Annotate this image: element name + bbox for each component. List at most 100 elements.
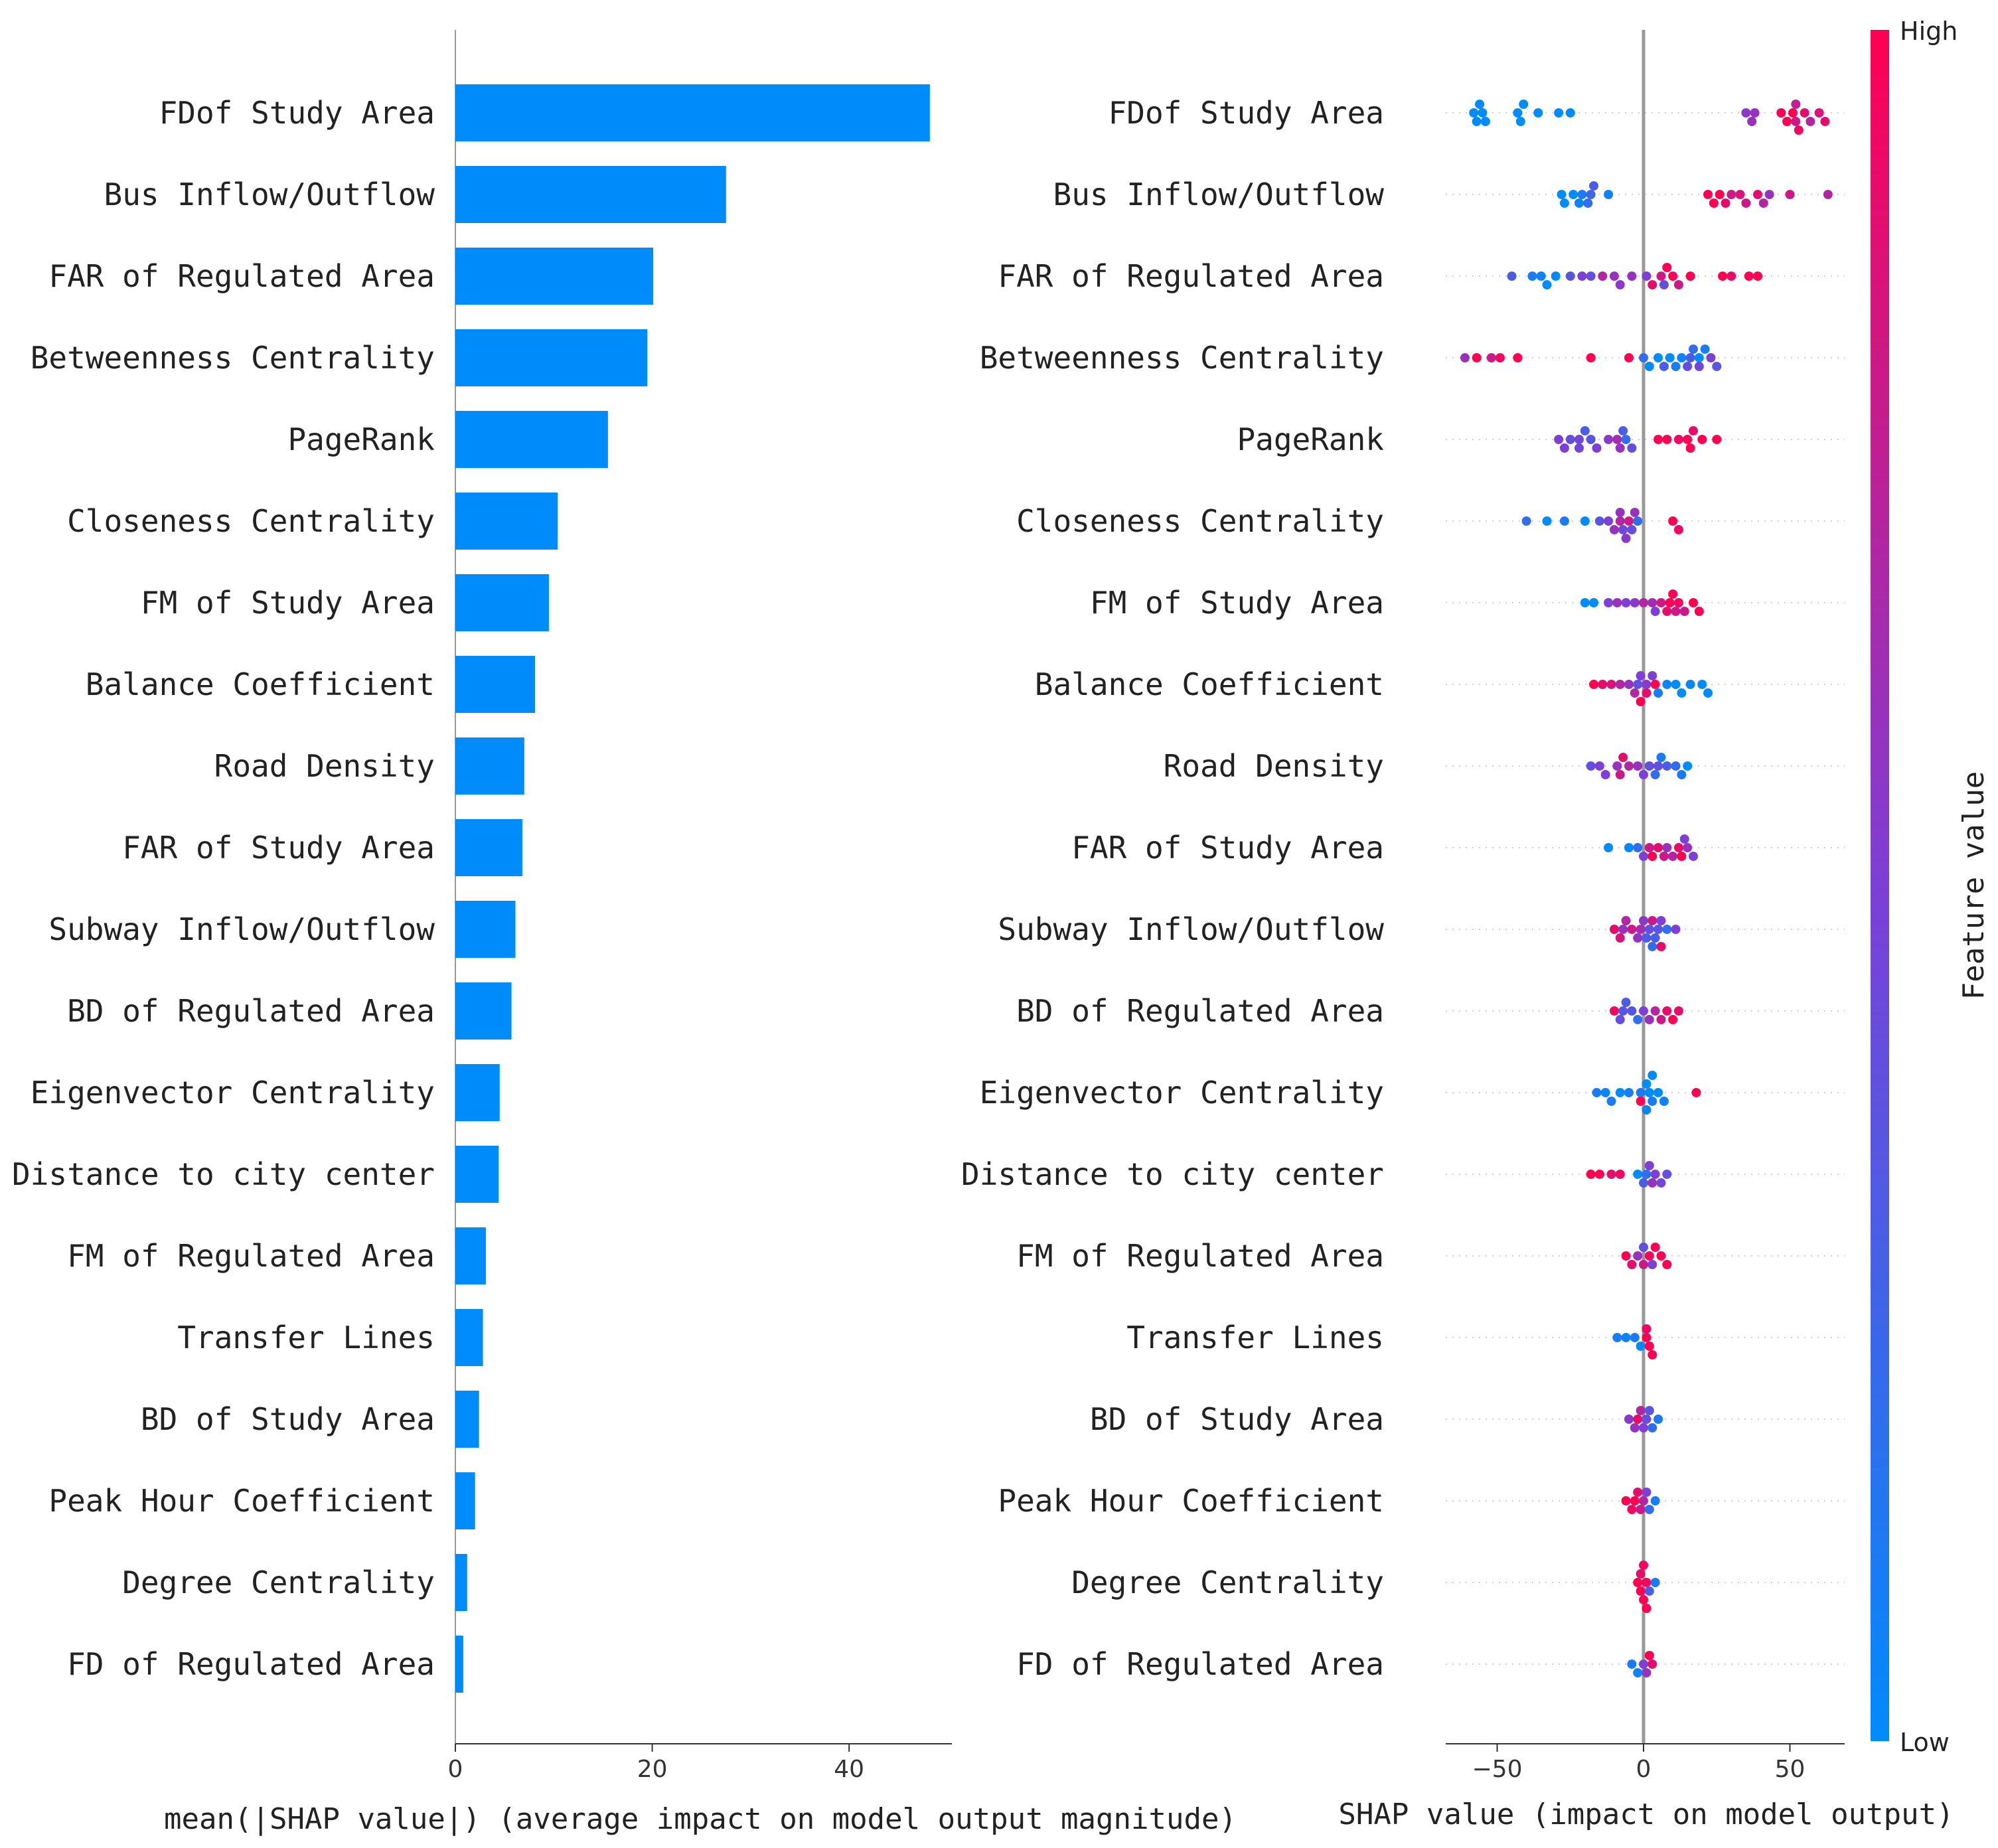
beeswarm-point (1673, 598, 1683, 607)
beeswarm-point (1609, 1006, 1619, 1016)
beeswarm-point (1648, 942, 1657, 951)
bar-category-label: Transfer Lines (177, 1320, 435, 1355)
beeswarm-point (1673, 1006, 1683, 1016)
beeswarm-point (1627, 525, 1637, 534)
beeswarm-point (1706, 353, 1716, 362)
beeswarm-point (1565, 271, 1575, 281)
beeswarm-point (1683, 761, 1693, 771)
beeswarm-point (1656, 598, 1666, 607)
beeswarm-point (1671, 761, 1681, 771)
beeswarm-point (1633, 1015, 1643, 1024)
beeswarm-point (1644, 1015, 1654, 1024)
beeswarm-point (1735, 190, 1745, 199)
beeswarm-point (1642, 1170, 1652, 1179)
beeswarm-point (1621, 1251, 1631, 1261)
bar (455, 1391, 479, 1448)
beeswarm-point (1688, 598, 1698, 607)
beeswarm-point (1715, 190, 1725, 199)
bar (455, 166, 726, 223)
bar (455, 656, 536, 713)
beeswarm-point (1648, 280, 1657, 289)
beeswarm-point (1677, 770, 1687, 779)
beeswarm-point (1639, 1178, 1648, 1188)
bar-category-label: Road Density (214, 748, 435, 784)
beeswarm-x-tick-label: 50 (1775, 1756, 1806, 1783)
beeswarm-point (1624, 1088, 1634, 1097)
beeswarm-point (1624, 516, 1634, 526)
bar-x-tick-label: 40 (834, 1756, 864, 1783)
beeswarm-point (1636, 1342, 1646, 1351)
beeswarm-point (1615, 280, 1625, 289)
beeswarm-point (1741, 108, 1751, 117)
beeswarm-point (1586, 435, 1596, 444)
beeswarm-category-label: Peak Hour Coefficient (998, 1483, 1384, 1519)
beeswarm-point (1460, 353, 1470, 362)
beeswarm-point (1606, 680, 1616, 689)
beeswarm-point (1644, 1505, 1654, 1514)
bar-category-label: BD of Study Area (141, 1401, 435, 1437)
beeswarm-point (1642, 1668, 1652, 1677)
beeswarm-point (1659, 1097, 1669, 1106)
beeswarm-point (1752, 190, 1762, 199)
beeswarm-point (1653, 1415, 1663, 1424)
beeswarm-point (1648, 1071, 1657, 1080)
beeswarm-point (1644, 1406, 1654, 1415)
beeswarm-point (1594, 761, 1604, 771)
beeswarm-point (1592, 1088, 1602, 1097)
beeswarm-point (1630, 598, 1640, 607)
colorbar-gradient (1871, 30, 1889, 1741)
beeswarm-point (1633, 1668, 1643, 1677)
beeswarm-point (1618, 426, 1628, 435)
beeswarm-point (1650, 607, 1660, 616)
beeswarm-point (1630, 1423, 1640, 1432)
beeswarm-point (1662, 1006, 1672, 1016)
beeswarm-point (1627, 1006, 1637, 1016)
beeswarm-point (1636, 925, 1646, 934)
beeswarm-point (1615, 516, 1625, 526)
beeswarm-point (1648, 1659, 1657, 1669)
bar-category-label: FD of Regulated Area (67, 1646, 435, 1682)
beeswarm-point (1586, 761, 1596, 771)
beeswarm-point (1712, 362, 1722, 371)
beeswarm-category-label: FM of Study Area (1090, 585, 1384, 621)
bar-category-label: Eigenvector Centrality (31, 1075, 435, 1111)
beeswarm-point (1600, 770, 1610, 779)
beeswarm-point (1574, 443, 1584, 453)
beeswarm-point (1679, 834, 1689, 844)
beeswarm-point (1594, 516, 1604, 526)
beeswarm-point (1642, 1105, 1652, 1115)
beeswarm-point (1659, 280, 1669, 289)
beeswarm-category-label: FM of Regulated Area (1016, 1238, 1384, 1274)
beeswarm-category-label: Betweenness Centrality (980, 340, 1384, 376)
beeswarm-category-label: Balance Coefficient (1035, 666, 1384, 702)
beeswarm-point (1650, 1006, 1660, 1016)
beeswarm-point (1648, 1178, 1657, 1188)
beeswarm-point (1621, 1333, 1631, 1342)
beeswarm-point (1480, 117, 1490, 126)
beeswarm-point (1703, 688, 1713, 698)
beeswarm-point (1653, 688, 1663, 698)
beeswarm-category-label: BD of Study Area (1090, 1401, 1384, 1437)
beeswarm-point (1633, 516, 1643, 526)
beeswarm-point (1653, 843, 1663, 852)
beeswarm-point (1697, 435, 1707, 444)
beeswarm-point (1636, 1586, 1646, 1596)
beeswarm-point (1794, 125, 1804, 135)
beeswarm-point (1606, 1170, 1616, 1179)
beeswarm-point (1469, 108, 1479, 117)
beeswarm-point (1586, 1170, 1596, 1179)
beeswarm-point (1604, 435, 1614, 444)
beeswarm-x-axis-title: SHAP value (impact on model output) (1338, 1798, 1954, 1831)
beeswarm-point (1624, 843, 1634, 852)
beeswarm-point (1577, 271, 1587, 281)
beeswarm-point (1644, 1342, 1654, 1351)
beeswarm-point (1644, 761, 1654, 771)
colorbar-title: Feature value (1957, 771, 1991, 1000)
beeswarm-point (1633, 1578, 1643, 1587)
beeswarm-point (1627, 443, 1637, 453)
beeswarm-point (1814, 108, 1824, 117)
beeswarm-point (1639, 1006, 1648, 1016)
beeswarm-point (1653, 435, 1663, 444)
beeswarm-point (1662, 843, 1672, 852)
beeswarm-point (1621, 598, 1631, 607)
